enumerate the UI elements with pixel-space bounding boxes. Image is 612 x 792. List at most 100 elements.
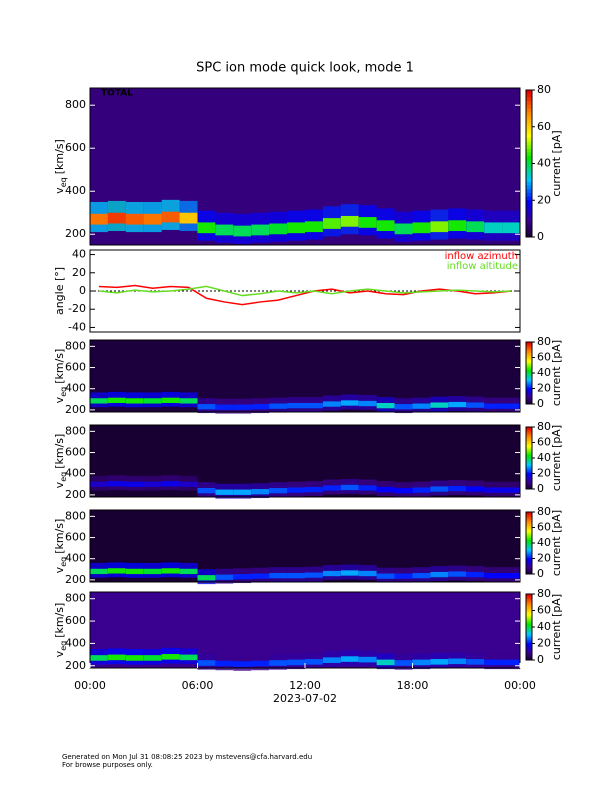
intensity-band bbox=[233, 574, 252, 580]
intensity-band bbox=[305, 572, 323, 578]
colorbar-cell bbox=[526, 465, 532, 468]
intensity-band bbox=[143, 213, 162, 225]
colorbar-cell bbox=[526, 440, 532, 443]
intensity-band bbox=[394, 223, 413, 235]
colorbar-tick-label: 60 bbox=[537, 120, 551, 133]
y-tick-label: 600 bbox=[65, 446, 86, 459]
intensity-band bbox=[90, 568, 108, 575]
colorbar-cell bbox=[526, 196, 532, 201]
colorbar-cell bbox=[526, 152, 532, 157]
y-tick-label: 600 bbox=[65, 531, 86, 544]
intensity-band bbox=[340, 484, 359, 491]
y-axis-label-symbol: v bbox=[53, 187, 66, 194]
intensity-band bbox=[394, 573, 413, 579]
colorbar-cell bbox=[526, 536, 532, 539]
intensity-band bbox=[305, 403, 323, 409]
y-tick-label: 200 bbox=[65, 227, 86, 240]
colorbar-cell bbox=[526, 148, 532, 153]
colorbar-cell bbox=[526, 630, 532, 633]
intensity-band bbox=[394, 660, 413, 666]
colorbar-cell bbox=[526, 636, 532, 640]
colorbar-cell bbox=[526, 348, 532, 351]
intensity-band bbox=[412, 573, 431, 579]
colorbar-cell bbox=[526, 439, 532, 442]
colorbar-cell bbox=[526, 342, 532, 345]
intensity-band bbox=[376, 220, 395, 232]
colorbar-cell bbox=[526, 134, 532, 139]
colorbar-cell bbox=[526, 646, 532, 649]
colorbar-tick-label: 20 bbox=[537, 193, 551, 206]
colorbar-cell bbox=[526, 388, 532, 391]
intensity-band bbox=[430, 221, 449, 233]
colorbar-cell bbox=[526, 371, 532, 374]
colorbar-cell bbox=[526, 229, 532, 234]
colorbar-cell bbox=[526, 93, 532, 98]
intensity-band bbox=[179, 481, 198, 487]
intensity-band bbox=[322, 570, 341, 577]
colorbar-cell bbox=[526, 97, 532, 102]
colorbar-cell bbox=[526, 156, 532, 161]
intensity-band bbox=[251, 224, 270, 236]
colorbar-cell bbox=[526, 428, 532, 431]
y-axis-label-subscript: eq bbox=[59, 557, 68, 567]
colorbar-cell bbox=[526, 625, 532, 628]
colorbar-tick-label: 0 bbox=[537, 567, 544, 580]
colorbar-cell bbox=[526, 485, 532, 488]
intensity-band bbox=[197, 575, 216, 581]
colorbar-tick-label: 60 bbox=[537, 436, 551, 449]
colorbar-cell bbox=[526, 354, 532, 357]
intensity-band bbox=[430, 571, 449, 578]
intensity-band bbox=[322, 218, 341, 229]
colorbar-cell bbox=[526, 552, 532, 555]
colorbar-cell bbox=[526, 546, 532, 549]
x-tick-label: 06:00 bbox=[182, 679, 214, 692]
intensity-band bbox=[412, 659, 431, 666]
series-line bbox=[98, 285, 512, 297]
y-tick-label: 400 bbox=[65, 382, 86, 395]
colorbar-cell bbox=[526, 594, 532, 597]
colorbar-cell bbox=[526, 363, 532, 366]
colorbar-tick-label: 80 bbox=[537, 587, 551, 600]
colorbar-tick-label: 20 bbox=[537, 637, 551, 650]
intensity-band bbox=[107, 212, 126, 224]
colorbar-cell bbox=[526, 595, 532, 598]
colorbar-cell bbox=[526, 467, 532, 470]
intensity-band bbox=[215, 224, 234, 236]
y-tick-label: 200 bbox=[65, 488, 86, 501]
colorbar-cell bbox=[526, 225, 532, 231]
colorbar-cell bbox=[526, 112, 532, 117]
colorbar-cell bbox=[526, 431, 532, 434]
intensity-band bbox=[143, 398, 162, 404]
colorbar-cell bbox=[526, 532, 532, 535]
colorbar-cell bbox=[526, 628, 532, 631]
intensity-band bbox=[430, 402, 449, 408]
plot-frame bbox=[89, 509, 521, 583]
colorbar-cell bbox=[526, 400, 532, 403]
colorbar-cell bbox=[526, 433, 532, 436]
intensity-band bbox=[251, 489, 270, 495]
intensity-band bbox=[197, 488, 216, 494]
intensity-band bbox=[143, 655, 162, 661]
legend-label: inflow altitude bbox=[447, 261, 518, 272]
colorbar-cell bbox=[526, 214, 532, 220]
y-tick-label: 200 bbox=[65, 659, 86, 672]
intensity-band bbox=[161, 211, 180, 223]
colorbar-cell bbox=[526, 515, 532, 518]
colorbar-cell bbox=[526, 549, 532, 552]
x-axis-label: 2023-07-02 bbox=[273, 692, 337, 705]
intensity-band bbox=[484, 222, 503, 234]
intensity-band bbox=[376, 573, 395, 579]
colorbar-cell bbox=[526, 608, 532, 611]
colorbar-cell bbox=[526, 640, 532, 643]
intensity-band bbox=[233, 225, 252, 237]
intensity-band bbox=[90, 398, 108, 404]
y-axis-label-symbol: v bbox=[53, 566, 66, 573]
colorbar-cell bbox=[526, 178, 532, 183]
y-tick-label: 800 bbox=[65, 509, 86, 522]
colorbar-cell bbox=[526, 627, 532, 630]
colorbar-cell bbox=[526, 349, 532, 352]
intensity-band bbox=[179, 568, 198, 575]
colorbar-cell bbox=[526, 638, 532, 641]
colorbar-cell bbox=[526, 427, 532, 430]
colorbar-cell bbox=[526, 399, 532, 402]
